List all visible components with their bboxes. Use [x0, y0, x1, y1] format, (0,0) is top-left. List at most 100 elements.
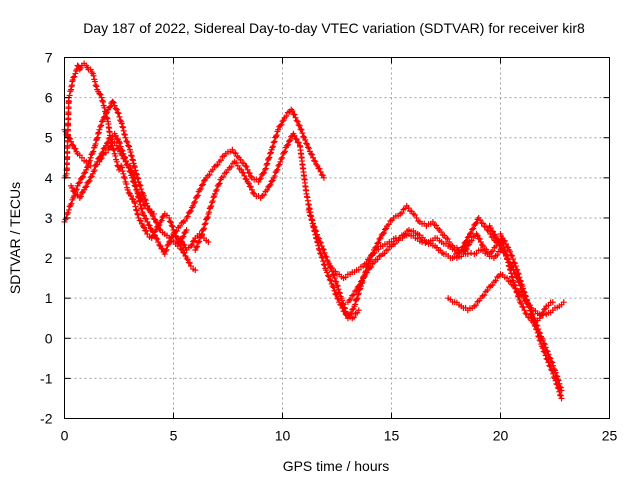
- data-point: [339, 297, 346, 304]
- data-point: [304, 141, 311, 148]
- data-point: [233, 159, 240, 166]
- data-point: [554, 373, 561, 380]
- data-point: [68, 200, 75, 207]
- data-point: [548, 366, 555, 373]
- data-point: [507, 248, 514, 255]
- data-point: [113, 158, 120, 165]
- data-point: [98, 122, 105, 129]
- data-point: [91, 167, 98, 174]
- data-point: [316, 165, 323, 172]
- data-point: [515, 278, 522, 285]
- data-point: [125, 189, 132, 196]
- data-point: [307, 150, 314, 157]
- data-point: [87, 154, 94, 161]
- data-point: [76, 179, 83, 186]
- data-point: [146, 222, 153, 229]
- data-point: [62, 128, 69, 135]
- data-point: [137, 217, 144, 224]
- data-point: [134, 174, 141, 181]
- data-point: [96, 90, 103, 97]
- y-tick-label: 7: [45, 50, 53, 66]
- data-point: [166, 214, 173, 221]
- data-point: [330, 284, 337, 291]
- data-point: [163, 246, 170, 253]
- data-point: [306, 209, 313, 216]
- data-point: [133, 171, 140, 178]
- data-point: [200, 226, 207, 233]
- data-point: [557, 392, 564, 399]
- data-point: [402, 231, 409, 238]
- data-point: [549, 299, 556, 306]
- data-point: [540, 310, 547, 317]
- data-point: [293, 117, 300, 124]
- data-point: [119, 147, 126, 154]
- data-point: [522, 310, 529, 317]
- data-point: [295, 121, 302, 128]
- data-point: [120, 170, 127, 177]
- data-point: [190, 238, 197, 245]
- data-point: [509, 252, 516, 259]
- data-point: [541, 341, 548, 348]
- data-point: [78, 174, 85, 181]
- data-point: [329, 265, 336, 272]
- data-point: [213, 186, 220, 193]
- data-point: [288, 133, 295, 140]
- y-tick-label: 0: [45, 330, 53, 346]
- data-point: [193, 244, 200, 251]
- data-point: [331, 287, 338, 294]
- data-point: [319, 245, 326, 252]
- data-point: [350, 314, 357, 321]
- data-point: [314, 231, 321, 238]
- data-point: [196, 238, 203, 245]
- data-point: [555, 377, 562, 384]
- data-point: [377, 235, 384, 241]
- data-point: [273, 167, 280, 174]
- data-point: [522, 293, 529, 300]
- data-point: [201, 225, 208, 232]
- data-point: [374, 240, 381, 247]
- data-point: [298, 126, 305, 133]
- data-point: [134, 211, 141, 218]
- data-point: [546, 354, 553, 361]
- data-point: [216, 180, 223, 187]
- data-point: [276, 161, 283, 168]
- series-track-m: [497, 230, 556, 326]
- data-point: [385, 246, 392, 253]
- data-point: [544, 348, 551, 355]
- data-point: [347, 311, 354, 318]
- data-point: [127, 169, 134, 176]
- data-point: [195, 239, 202, 246]
- data-point: [118, 164, 125, 171]
- data-point: [278, 121, 285, 128]
- data-point: [131, 164, 138, 171]
- data-point: [270, 143, 277, 150]
- data-point: [72, 70, 79, 77]
- data-point: [220, 173, 227, 180]
- data-point: [267, 181, 274, 188]
- data-point: [209, 198, 216, 205]
- data-point: [477, 216, 484, 223]
- data-point: [556, 380, 563, 387]
- data-point: [527, 307, 534, 314]
- data-point: [494, 252, 501, 259]
- data-point: [138, 195, 145, 202]
- data-point: [320, 246, 327, 253]
- data-point: [326, 276, 333, 283]
- data-point: [558, 387, 565, 394]
- data-point: [143, 215, 150, 222]
- data-point: [299, 130, 306, 137]
- data-point: [130, 157, 137, 164]
- data-point: [541, 306, 548, 313]
- data-point: [208, 203, 215, 210]
- data-point: [106, 104, 113, 111]
- data-point: [433, 222, 440, 229]
- data-point: [264, 186, 271, 193]
- data-point: [121, 131, 128, 138]
- data-point: [521, 307, 528, 314]
- data-point: [161, 251, 168, 258]
- data-point: [127, 149, 134, 156]
- data-point: [493, 235, 500, 241]
- data-point: [78, 189, 85, 196]
- data-point: [189, 242, 196, 249]
- data-point: [259, 170, 266, 177]
